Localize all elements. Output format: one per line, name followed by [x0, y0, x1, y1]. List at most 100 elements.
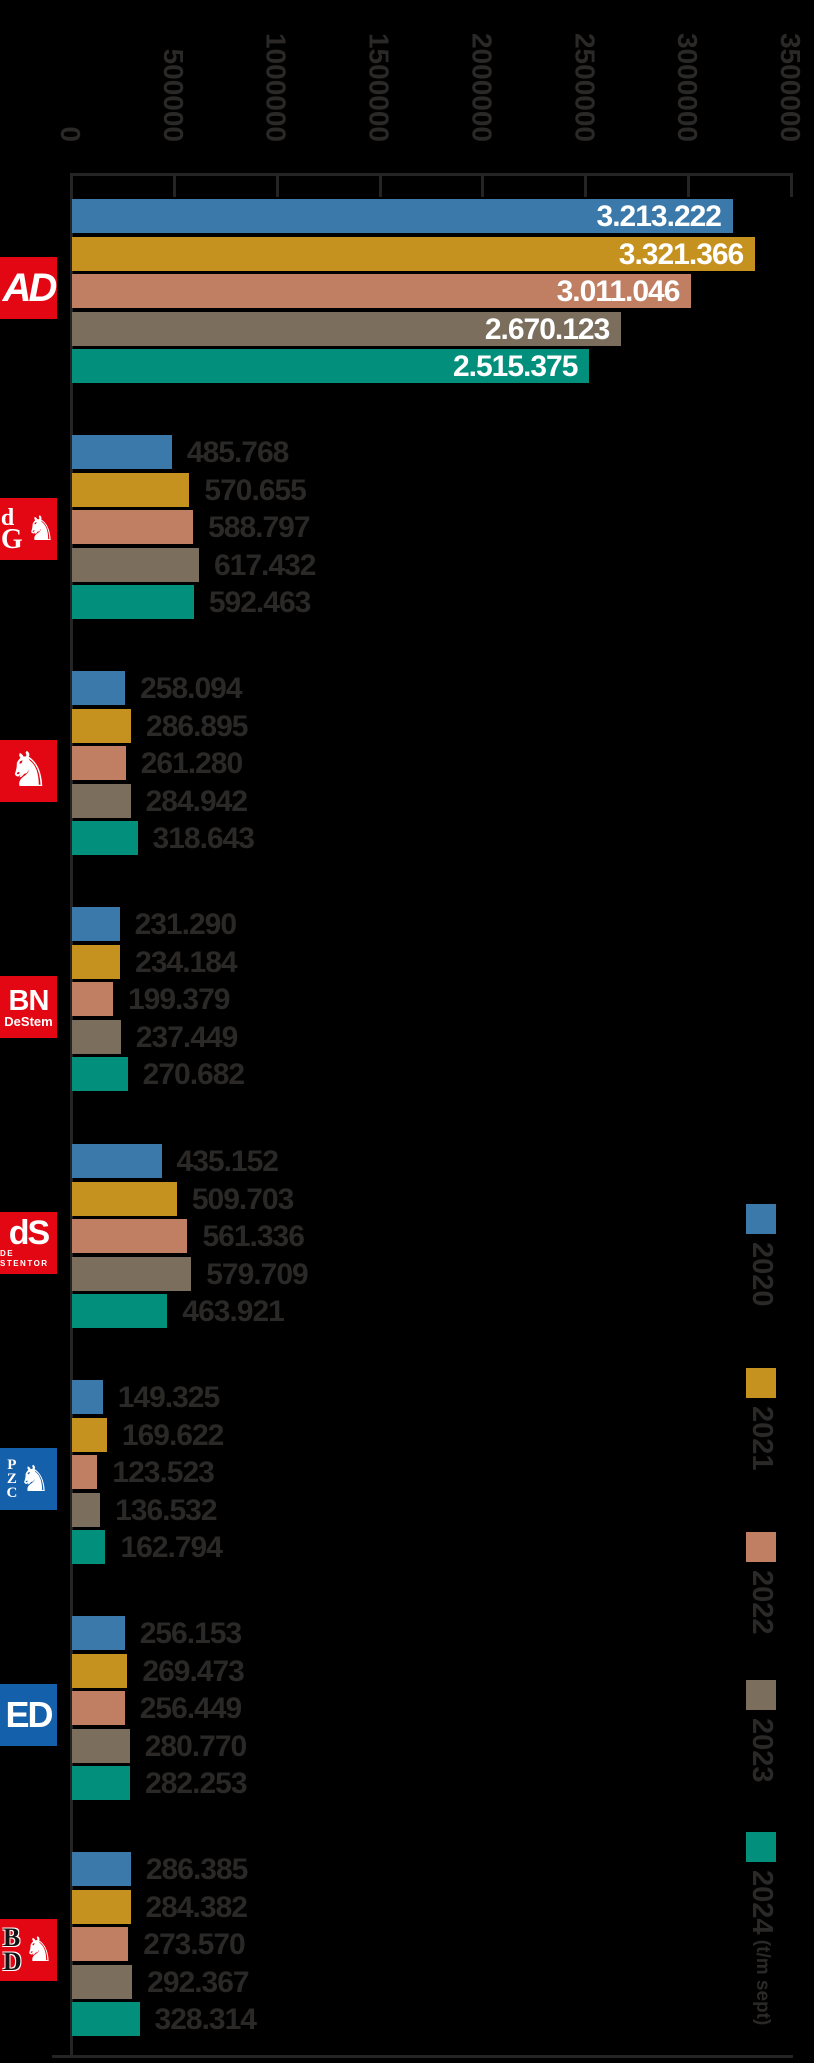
bar-2021-ed	[72, 1653, 128, 1688]
logo-ad-text: AD	[2, 265, 57, 310]
bar-value-label: 123.523	[112, 1456, 214, 1490]
bar-value-label: 169.622	[121, 1418, 224, 1452]
bar-value-label: 269.473	[142, 1654, 244, 1688]
bar-value-label: 588.797	[208, 511, 310, 545]
x-axis-tick-label: 500000	[157, 48, 189, 142]
bar-2023-bn-destem	[72, 1019, 121, 1054]
bar-value-label: 328.314	[154, 2003, 257, 2037]
bar-2022-ed	[72, 1691, 125, 1726]
bar-value-label: 237.449	[135, 1020, 238, 1054]
bar-2022-bd	[72, 1927, 129, 1962]
bar-value-label: 485.768	[186, 436, 289, 469]
bar-2024-de-stentor	[72, 1294, 168, 1329]
bar-value-label: 234.184	[135, 945, 237, 979]
horse-rider-icon: ♞	[25, 510, 57, 548]
bar-2023-pzc	[72, 1492, 101, 1527]
logo-dg-letter-g: G	[0, 524, 23, 555]
logo-brabants-dagblad: B D ♞	[0, 1919, 57, 1981]
logo-bd-letters: B D	[2, 1923, 22, 1975]
legend-label-2021: 2021	[746, 1406, 778, 1471]
bar-2022-pzc	[72, 1455, 98, 1490]
bar-2023-ed	[72, 1728, 130, 1763]
bar-2024-ad	[72, 349, 590, 384]
bar-value-label: 256.153	[139, 1617, 242, 1650]
logo-dg-letters: d G	[0, 505, 23, 555]
bar-2022-bn-destem	[72, 982, 113, 1017]
bar-value-label: 286.385	[145, 1853, 248, 1886]
bar-2022-tubantia	[72, 746, 126, 781]
logo-ed-text: ED	[5, 1694, 53, 1735]
logo-pzc-letter-c: C	[6, 1485, 18, 1501]
bar-value-label: 162.794	[120, 1531, 222, 1565]
bar-value-label: 561.336	[202, 1220, 304, 1254]
x-axis-tick	[481, 173, 485, 197]
horse-icon: ♞	[6, 744, 51, 797]
bar-value-label: 280.770	[144, 1729, 247, 1763]
bar-value-label: 3.011.046	[556, 275, 681, 309]
bar-2020-bd	[72, 1852, 131, 1886]
bar-2022-ad	[72, 274, 692, 309]
bar-2021-tubantia	[72, 708, 132, 743]
bar-value-label: 617.432	[214, 548, 316, 582]
bar-value-label: 579.709	[206, 1257, 308, 1291]
bar-value-label: 270.682	[142, 1058, 245, 1092]
bar-2023-de-stentor	[72, 1256, 192, 1291]
x-axis-tick-label: 2000000	[466, 32, 498, 142]
bar-value-label: 435.152	[176, 1145, 279, 1178]
legend-swatch-2020	[746, 1204, 776, 1234]
logo-bd-letter-b: B	[2, 1923, 21, 1952]
logo-ad: AD	[0, 257, 57, 319]
bar-value-label: 256.449	[139, 1692, 242, 1726]
bar-value-label: 284.942	[145, 784, 248, 818]
legend-label-2024: 2024 (t/m sept)	[746, 1870, 778, 2026]
bar-2024-dg	[72, 585, 194, 620]
bar-2021-dg	[72, 472, 190, 507]
bar-2023-ad	[72, 311, 622, 346]
legend-swatch-2024	[746, 1832, 776, 1862]
bar-2023-bd	[72, 1964, 133, 1999]
lion-icon: ♞	[18, 1458, 51, 1499]
bar-value-label: 284.382	[145, 1890, 248, 1924]
bar-2020-tubantia	[72, 671, 126, 705]
bar-2024-tubantia	[72, 821, 138, 856]
bar-2020-de-stentor	[72, 1144, 162, 1178]
bar-value-label: 2.670.123	[484, 312, 610, 346]
logo-de-stentor: dS DE STENTOR	[0, 1212, 57, 1274]
logo-de-stentor-text: DE STENTOR	[0, 1249, 49, 1268]
bar-2022-dg	[72, 510, 194, 545]
legend-swatch-2023	[746, 1680, 776, 1710]
bar-value-label: 261.280	[140, 747, 243, 781]
x-axis-tick-label: 1500000	[363, 32, 395, 142]
bar-value-label: 570.655	[204, 473, 306, 507]
x-axis-tick	[790, 173, 793, 197]
logo-pzc-letter-z: Z	[6, 1471, 17, 1487]
logo-dg-letter-d: d	[0, 505, 15, 531]
bar-2024-ed	[72, 1766, 131, 1801]
bar-value-label: 136.532	[115, 1493, 217, 1527]
x-axis-tick-label: 3000000	[672, 32, 704, 142]
logo-bn-destem: BN DeStem	[0, 976, 57, 1038]
x-axis-tick	[584, 173, 588, 197]
x-axis-bottom-line	[52, 2055, 793, 2058]
bar-value-label: 3.213.222	[596, 200, 722, 233]
bar-value-label: 592.463	[208, 586, 311, 620]
bar-2023-tubantia	[72, 783, 131, 818]
x-axis-line	[70, 173, 793, 176]
bar-2021-ad	[72, 236, 756, 271]
bar-2020-dg	[72, 435, 172, 469]
bar-2022-de-stentor	[72, 1219, 188, 1254]
x-axis-tick	[275, 173, 279, 197]
legend-swatch-2022	[746, 1532, 776, 1562]
bar-value-label: 199.379	[128, 983, 230, 1017]
legend-suffix: (t/m sept)	[752, 1934, 773, 2026]
logo-ds-text: dS	[8, 1214, 50, 1252]
bar-2024-bd	[72, 2002, 140, 2037]
legend-label-2022: 2022	[746, 1570, 778, 1635]
bar-value-label: 286.895	[146, 709, 248, 743]
x-axis-tick-label: 2500000	[569, 32, 601, 142]
bar-value-label: 2.515.375	[452, 350, 578, 384]
logo-bn-text: BN	[8, 984, 50, 1017]
bar-value-label: 258.094	[140, 672, 242, 705]
bar-value-label: 273.570	[143, 1928, 245, 1962]
